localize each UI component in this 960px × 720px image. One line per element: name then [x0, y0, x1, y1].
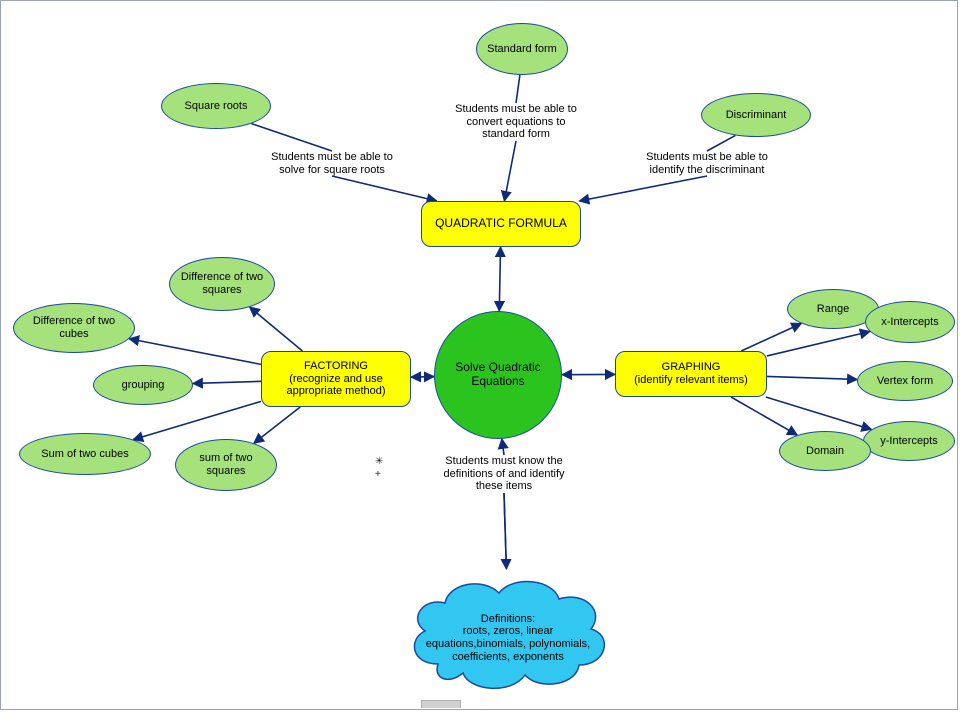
- node-standard-form: Standard form: [476, 23, 568, 75]
- label-square-roots: Students must be able to solve for squar…: [267, 151, 397, 176]
- node-graphing: GRAPHING(identify relevant items): [615, 351, 767, 397]
- node-definitions: Definitions:roots, zeros, linear equatio…: [403, 569, 613, 697]
- node-sum-squares: sum of two squares: [175, 439, 277, 491]
- node-discriminant: Discriminant: [701, 93, 811, 137]
- node-domain: Domain: [779, 431, 871, 471]
- node-sum-cubes: Sum of two cubes: [19, 433, 151, 475]
- label-standard: Students must be able to convert equatio…: [451, 103, 581, 141]
- node-grouping: grouping: [93, 365, 193, 405]
- node-diff-squares: Difference of two squares: [169, 257, 275, 311]
- node-quadratic: QUADRATIC FORMULA: [421, 201, 581, 247]
- node-y-intercepts: y-Intercepts: [863, 421, 955, 461]
- node-square-roots: Square roots: [161, 83, 271, 129]
- node-diff-cubes: Difference of two cubes: [13, 303, 135, 353]
- node-x-intercepts: x-Intercepts: [865, 301, 955, 343]
- node-factoring: FACTORING(recognize and use appropriate …: [261, 351, 411, 407]
- label-definitions: Students must know the definitions of an…: [441, 455, 567, 493]
- node-vertex-form: Vertex form: [857, 361, 953, 401]
- concept-map-canvas: Solve Quadratic Equations QUADRATIC FORM…: [0, 0, 958, 710]
- label-discriminant: Students must be able to identify the di…: [637, 151, 777, 176]
- cursor-mark-icon: ✳: [375, 456, 383, 467]
- footer-tab: [421, 700, 461, 708]
- cursor-cross-icon: +: [375, 469, 381, 480]
- node-center: Solve Quadratic Equations: [434, 311, 562, 439]
